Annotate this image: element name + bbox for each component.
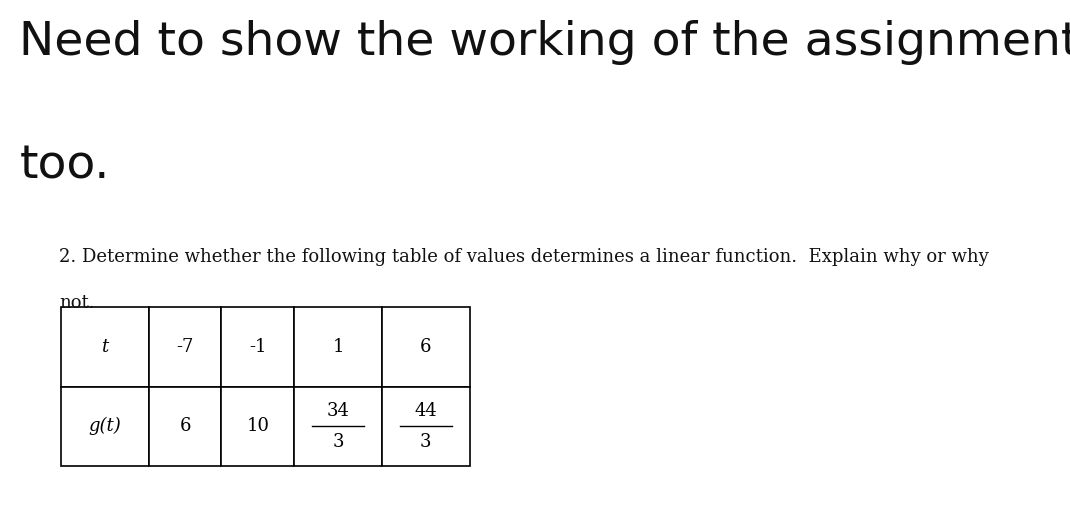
Text: t: t [102, 338, 108, 356]
Text: 3: 3 [333, 433, 343, 451]
Text: not.: not. [59, 294, 94, 312]
Text: 2. Determine whether the following table of values determines a linear function.: 2. Determine whether the following table… [59, 248, 989, 266]
Text: -1: -1 [249, 338, 266, 356]
Text: 6: 6 [180, 417, 190, 435]
Text: 44: 44 [414, 402, 438, 420]
Text: g(t): g(t) [89, 417, 121, 435]
Text: 3: 3 [421, 433, 431, 451]
Text: 1: 1 [333, 338, 343, 356]
Text: 6: 6 [421, 338, 431, 356]
Text: Need to show the working of the assignment: Need to show the working of the assignme… [19, 20, 1070, 66]
Text: -7: -7 [177, 338, 194, 356]
Text: 34: 34 [326, 402, 350, 420]
Text: 10: 10 [246, 417, 270, 435]
Text: too.: too. [19, 143, 109, 188]
